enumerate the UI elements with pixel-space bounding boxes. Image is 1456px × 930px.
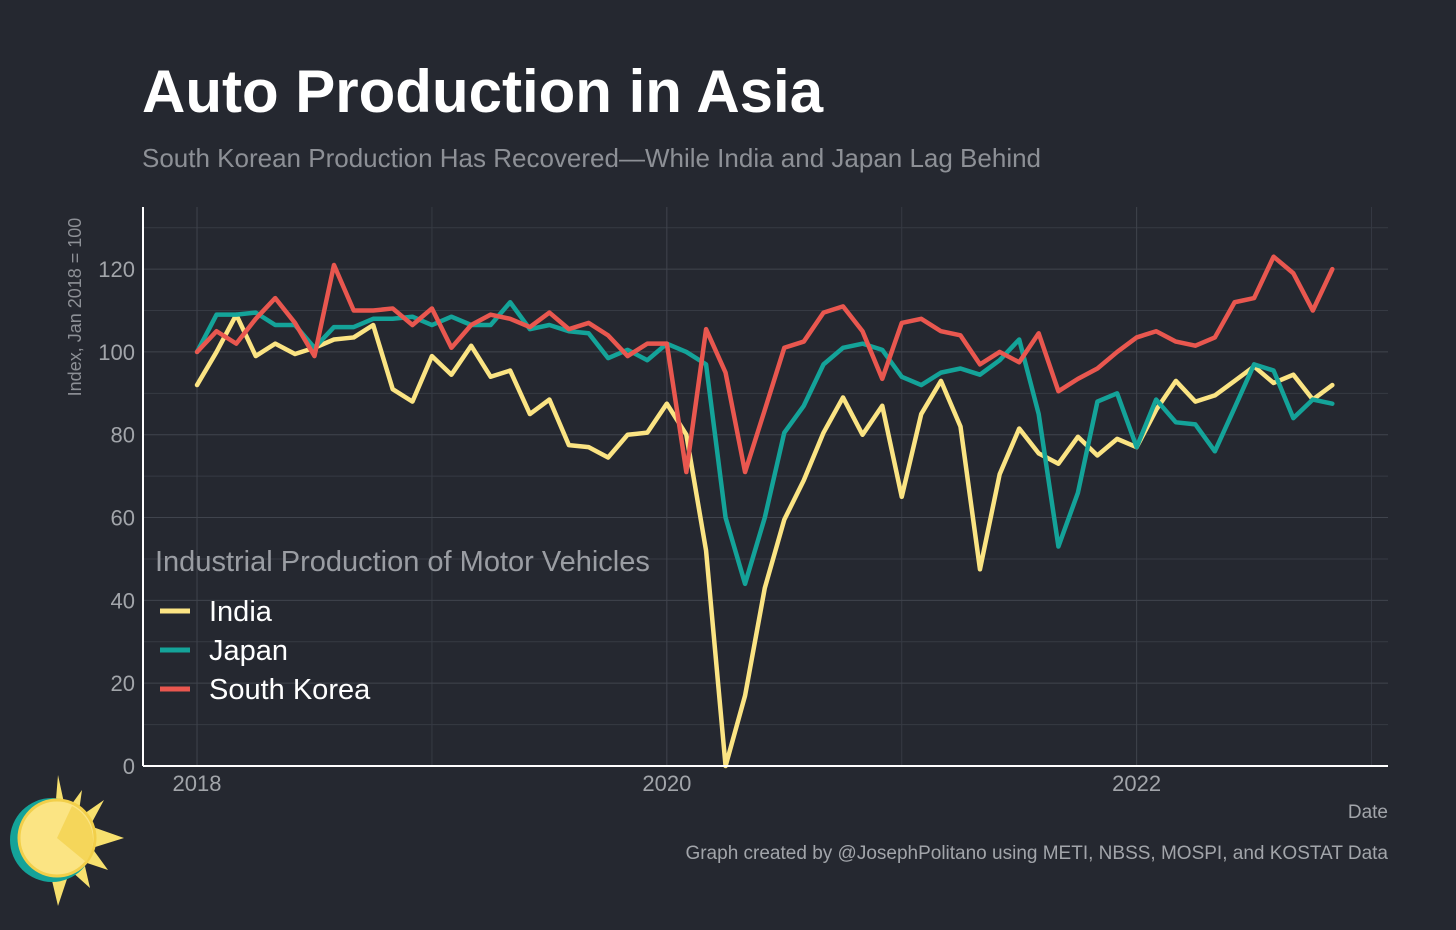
y-axis-label: Index, Jan 2018 = 100	[65, 218, 85, 397]
legend-label: India	[209, 596, 273, 628]
caption: Graph created by @JosephPolitano using M…	[685, 843, 1388, 864]
axes: 0 20 40 60 80 100 120 2018 2020 2022	[98, 207, 1388, 796]
chart-subtitle: South Korean Production Has Recovered—Wh…	[142, 143, 1041, 173]
series-line	[194, 299, 1335, 587]
y-tick-label: 100	[98, 340, 135, 365]
y-tick-label: 80	[111, 423, 135, 448]
x-axis-label: Date	[1348, 802, 1388, 823]
x-tick-label: 2020	[642, 771, 691, 796]
legend-title: Industrial Production of Motor Vehicles	[155, 546, 650, 578]
x-tick-label: 2018	[173, 771, 222, 796]
y-tick-label: 60	[111, 506, 135, 531]
legend-label: Japan	[209, 635, 288, 667]
logo-shade	[57, 806, 94, 862]
y-tick-label: 0	[123, 754, 135, 779]
series-line	[194, 254, 1335, 475]
chart-title: Auto Production in Asia	[142, 58, 824, 125]
logo	[10, 775, 124, 906]
lines	[194, 254, 1335, 769]
y-tick-label: 20	[111, 671, 135, 696]
x-tick-label: 2022	[1112, 771, 1161, 796]
legend-label: South Korea	[209, 674, 371, 706]
legend: India Japan South Korea	[160, 596, 371, 706]
y-tick-label: 120	[98, 257, 135, 282]
y-tick-label: 40	[111, 588, 135, 613]
